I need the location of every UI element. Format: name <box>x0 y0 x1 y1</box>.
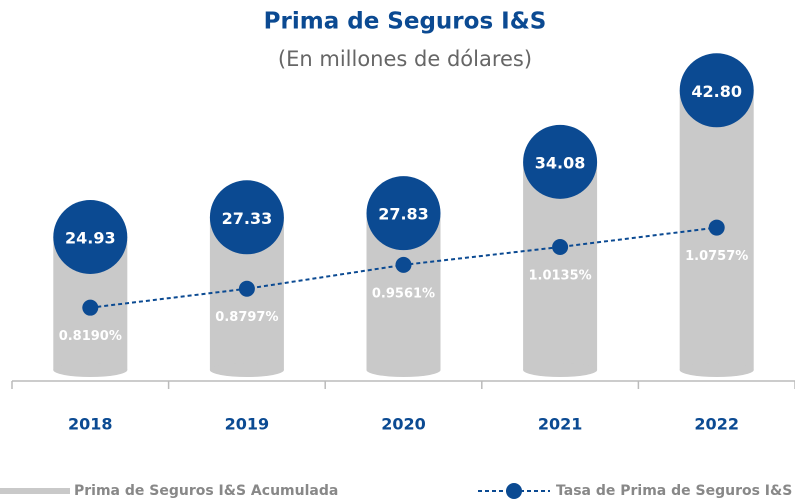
value-label: 0.9561% <box>372 286 435 301</box>
value-label: 42.80 <box>691 82 742 101</box>
value-label: 1.0757% <box>685 249 748 264</box>
chart-subtitle: (En millones de dólares) <box>278 47 532 71</box>
bar-cap <box>679 53 754 128</box>
value-label: 0.8190% <box>59 329 122 344</box>
bar-cap <box>523 124 598 199</box>
bar-cap <box>366 176 441 251</box>
x-tick-label: 2018 <box>68 415 113 434</box>
value-label: 1.0135% <box>528 268 591 283</box>
line-point <box>395 256 412 273</box>
value-label: 34.08 <box>535 153 586 172</box>
line-point <box>238 280 255 297</box>
value-label: 0.8797% <box>215 310 278 325</box>
bar-base <box>53 363 128 377</box>
chart-title: Prima de Seguros I&S <box>264 9 547 35</box>
value-label: 27.33 <box>222 209 273 228</box>
bar-cap <box>53 199 128 274</box>
legend-label: Tasa de Prima de Seguros I&S <box>556 483 792 499</box>
line-point <box>708 219 725 236</box>
bar-base <box>366 363 441 377</box>
bar-base <box>679 363 754 377</box>
bar-base <box>523 363 598 377</box>
bar-cap <box>209 180 284 255</box>
legend-label: Prima de Seguros I&S Acumulada <box>74 483 338 499</box>
x-tick-label: 2019 <box>225 415 270 434</box>
x-tick-label: 2022 <box>694 415 739 434</box>
value-label: 27.83 <box>378 205 429 224</box>
bar-base <box>209 363 284 377</box>
value-label: 24.93 <box>65 228 116 247</box>
x-tick-label: 2021 <box>538 415 583 434</box>
line-point <box>82 299 99 316</box>
line-point <box>552 238 569 255</box>
x-tick-label: 2020 <box>381 415 426 434</box>
legend-swatch-dot <box>506 483 522 499</box>
